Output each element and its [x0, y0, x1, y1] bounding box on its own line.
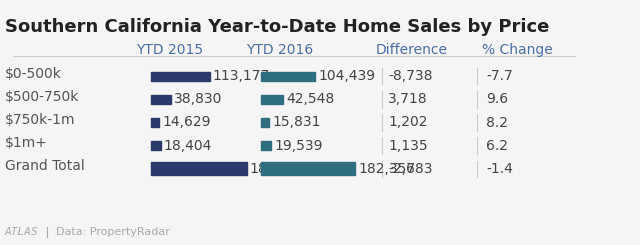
Text: 185,040: 185,040 — [250, 162, 307, 176]
Bar — [152, 118, 159, 127]
Text: ATLAS: ATLAS — [5, 227, 39, 237]
Text: 42,548: 42,548 — [286, 92, 334, 106]
Text: Difference: Difference — [376, 43, 447, 57]
Bar — [152, 95, 172, 104]
Text: $1m+: $1m+ — [5, 136, 48, 150]
Text: -1.4: -1.4 — [486, 162, 513, 176]
Text: % Change: % Change — [482, 43, 553, 57]
Text: YTD 2016: YTD 2016 — [246, 43, 313, 57]
Text: -7.7: -7.7 — [486, 69, 513, 83]
Text: $750k-1m: $750k-1m — [5, 113, 76, 127]
Text: Data: PropertyRadar: Data: PropertyRadar — [56, 227, 170, 237]
Bar — [261, 72, 315, 81]
Text: -8,738: -8,738 — [388, 69, 433, 83]
Text: 104,439: 104,439 — [318, 69, 375, 83]
Text: 3,718: 3,718 — [388, 92, 428, 106]
Text: Southern California Year-to-Date Home Sales by Price: Southern California Year-to-Date Home Sa… — [5, 18, 549, 36]
Text: 182,357: 182,357 — [358, 162, 415, 176]
Text: 1,135: 1,135 — [388, 139, 428, 153]
Text: 38,830: 38,830 — [174, 92, 223, 106]
Bar — [261, 95, 284, 104]
Bar — [261, 162, 355, 175]
Text: YTD 2015: YTD 2015 — [136, 43, 204, 57]
Bar — [261, 141, 271, 150]
Text: -2,683: -2,683 — [388, 162, 433, 176]
Text: Grand Total: Grand Total — [5, 159, 84, 173]
Bar — [261, 118, 269, 127]
Bar — [152, 162, 246, 175]
Text: 8.2: 8.2 — [486, 115, 508, 130]
Text: 9.6: 9.6 — [486, 92, 508, 106]
Text: 6.2: 6.2 — [486, 139, 508, 153]
Bar — [152, 72, 210, 81]
Text: 1,202: 1,202 — [388, 115, 428, 130]
Text: 113,177: 113,177 — [212, 69, 270, 83]
Text: 19,539: 19,539 — [275, 139, 323, 153]
Text: $500-750k: $500-750k — [5, 90, 79, 104]
Text: 15,831: 15,831 — [273, 115, 321, 130]
Bar — [152, 141, 161, 150]
Text: 14,629: 14,629 — [162, 115, 211, 130]
Text: $0-500k: $0-500k — [5, 67, 62, 81]
Text: 18,404: 18,404 — [164, 139, 212, 153]
